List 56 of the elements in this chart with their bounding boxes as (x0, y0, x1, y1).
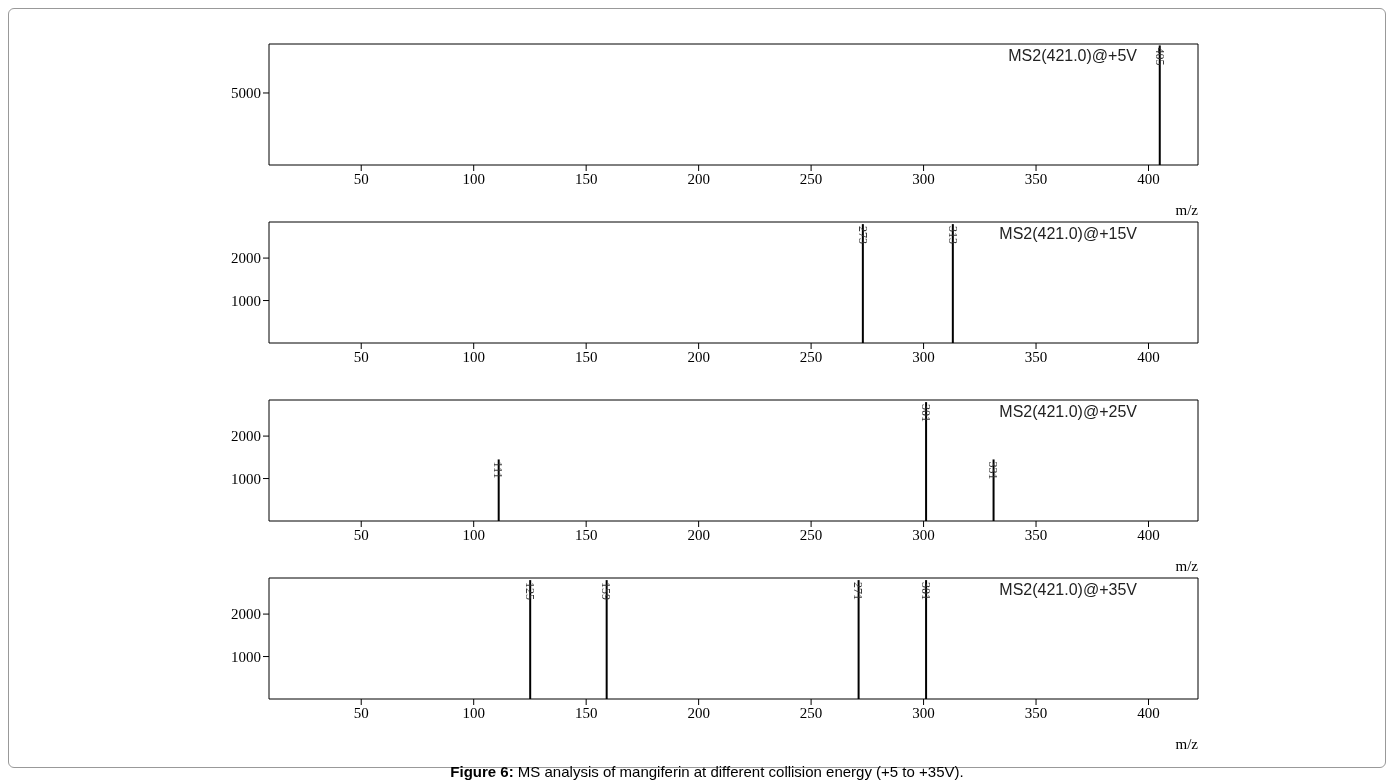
y-tick-label: 1000 (231, 470, 261, 487)
y-tick-label: 1000 (231, 648, 261, 665)
x-tick-label: 350 (1024, 170, 1048, 187)
x-axis-title: m/z (1175, 558, 1199, 574)
x-tick-label: 150 (574, 348, 598, 365)
x-tick-label: 350 (1024, 704, 1048, 721)
x-tick-label: 100 (462, 704, 485, 721)
annotation: 301 (918, 404, 933, 423)
x-tick-label: 300 (912, 704, 935, 721)
annotation: MS2(421.0)@+5V (1008, 47, 1137, 65)
x-tick-label: 350 (1024, 526, 1048, 543)
annotation: 405 (1152, 47, 1167, 66)
x-tick-label: 300 (912, 170, 935, 187)
annotation: MS2(421.0)@+35V (999, 581, 1137, 599)
y-tick-label: 2000 (231, 428, 261, 445)
x-tick-label: 200 (687, 704, 710, 721)
x-tick-label: 150 (574, 526, 598, 543)
x-tick-label: 100 (462, 170, 485, 187)
x-tick-label: 300 (912, 348, 935, 365)
annotation: 111 (491, 461, 506, 479)
x-tick-label: 50 (353, 704, 369, 721)
x-tick-label: 100 (462, 526, 485, 543)
x-tick-label: 200 (687, 348, 710, 365)
x-tick-label: 50 (353, 348, 369, 365)
x-tick-label: 150 (574, 704, 598, 721)
x-tick-label: 100 (462, 348, 485, 365)
x-tick-label: 200 (687, 526, 710, 543)
x-tick-label: 200 (687, 170, 710, 187)
x-tick-label: 50 (353, 170, 369, 187)
x-tick-label: 250 (799, 704, 823, 721)
x-tick-label: 250 (799, 170, 823, 187)
x-tick-label: 250 (799, 348, 823, 365)
annotation: 301 (918, 582, 933, 601)
caption: Figure 6: MS analysis of mangiferin at different collision energy (+5 to +35V). (449, 763, 965, 780)
x-tick-label: 50 (353, 526, 369, 543)
x-axis-title: m/z (1175, 736, 1199, 752)
x-tick-label: 350 (1024, 348, 1048, 365)
annotation: 313 (945, 226, 960, 245)
x-tick-label: 250 (799, 526, 823, 543)
y-tick-label: 1000 (231, 292, 261, 309)
annotation: MS2(421.0)@+15V (999, 225, 1137, 243)
x-tick-label: 400 (1137, 348, 1160, 365)
x-tick-label: 300 (912, 526, 935, 543)
x-tick-label: 400 (1137, 704, 1160, 721)
annotation: 271 (851, 582, 866, 601)
annotation: 273 (855, 226, 870, 245)
annotation: 159 (599, 582, 614, 601)
annotation: 331 (986, 461, 1001, 480)
y-tick-label: 2000 (231, 250, 261, 267)
y-tick-label: 2000 (231, 606, 261, 623)
x-tick-label: 150 (574, 170, 598, 187)
y-tick-label: 5000 (231, 85, 261, 102)
x-tick-label: 400 (1137, 170, 1160, 187)
annotation: MS2(421.0)@+25V (999, 403, 1137, 421)
x-axis-title: m/z (1175, 202, 1199, 218)
x-tick-label: 400 (1137, 526, 1160, 543)
